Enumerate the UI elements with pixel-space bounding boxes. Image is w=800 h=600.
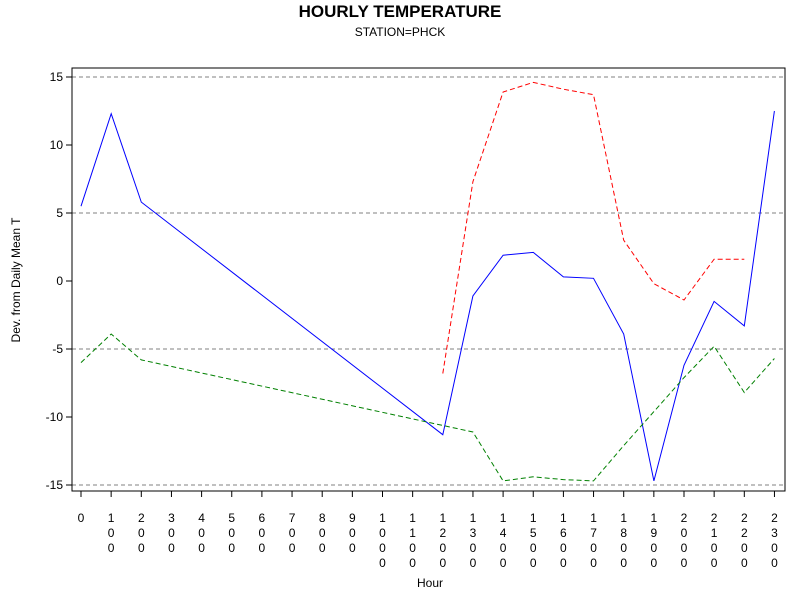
y-tick-label: -15 bbox=[46, 478, 64, 492]
y-tick-label: 15 bbox=[50, 70, 64, 84]
y-tick-label: 10 bbox=[50, 138, 64, 152]
y-tick-label: 5 bbox=[56, 206, 63, 220]
y-axis: -15 -10 -5 0 5 10 15 bbox=[46, 70, 72, 492]
x-tick-label: 0 bbox=[78, 511, 85, 525]
chart-title: HOURLY TEMPERATURE bbox=[299, 2, 502, 21]
y-tick-label: -5 bbox=[52, 342, 63, 356]
x-axis-label: Hour bbox=[417, 576, 443, 590]
y-tick-label: -10 bbox=[46, 410, 64, 424]
chart-subtitle: STATION=PHCK bbox=[355, 25, 446, 39]
y-axis-label: Dev. from Daily Mean T bbox=[9, 217, 23, 343]
y-tick-label: 0 bbox=[56, 274, 63, 288]
series-line-1 bbox=[80, 110, 775, 482]
series-line-2 bbox=[442, 81, 745, 374]
x-axis: 0 1 0 0 2 0 0 3 0 0 4 0 0 5 0 0 6 0 0 7 0 0 8 0 0 9 0 0 1 0 0 0 1 1 0 0 1 2 0 0… bbox=[78, 491, 778, 570]
series-layer bbox=[80, 81, 775, 482]
series-line-3 bbox=[80, 333, 775, 482]
plot-frame bbox=[71, 67, 786, 492]
